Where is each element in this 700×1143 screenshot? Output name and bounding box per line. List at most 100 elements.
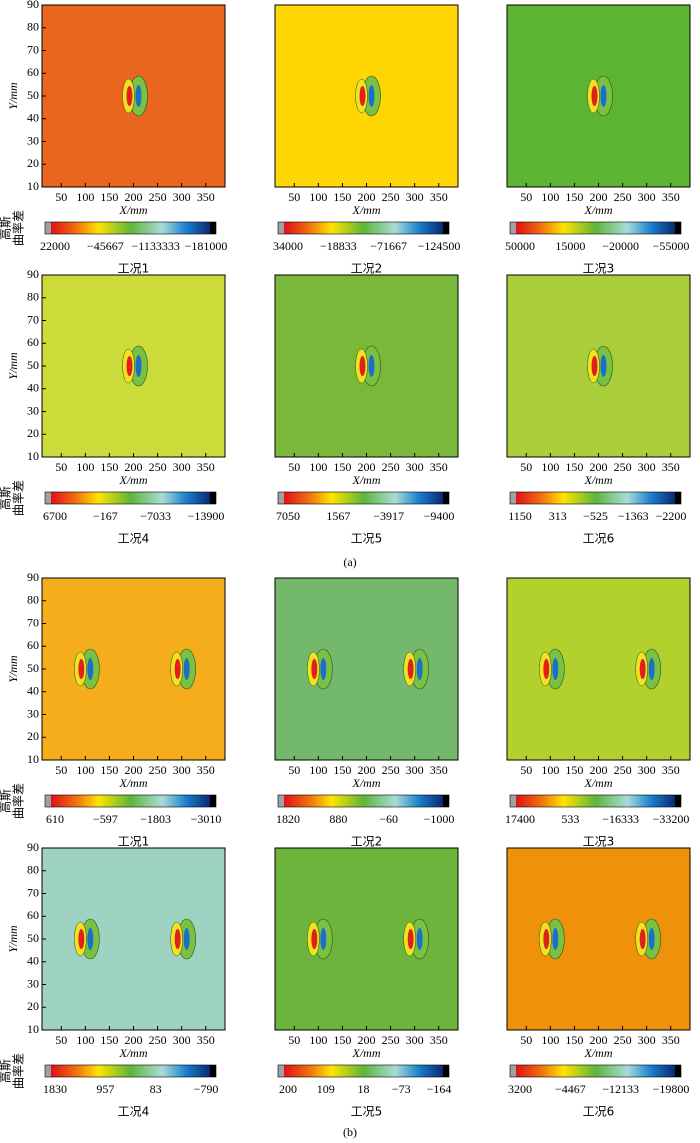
colorbar-tick-label: 1150 bbox=[508, 509, 532, 523]
x-tick-label: 350 bbox=[430, 763, 448, 777]
x-tick-label: 200 bbox=[590, 763, 608, 777]
x-tick-label: 50 bbox=[288, 460, 300, 474]
x-axis-label: X/mm bbox=[119, 1046, 148, 1060]
x-tick-label: 100 bbox=[76, 190, 94, 204]
plot-background bbox=[42, 578, 225, 760]
contour-core bbox=[359, 86, 366, 106]
colorbar-frame bbox=[277, 1064, 450, 1078]
x-tick-label: 350 bbox=[430, 460, 448, 474]
y-tick-label: 50 bbox=[27, 931, 39, 945]
colorbar-high bbox=[210, 1065, 216, 1077]
colorbar bbox=[516, 222, 675, 234]
colorbar-title: 曲率差 bbox=[11, 1053, 26, 1089]
x-axis-label: X/mm bbox=[119, 473, 148, 487]
colorbar-tick-label: 34000 bbox=[273, 239, 303, 253]
colorbar-frame bbox=[509, 491, 682, 505]
colorbar-frame bbox=[44, 491, 217, 505]
y-tick-label: 30 bbox=[27, 976, 39, 990]
colorbar bbox=[516, 492, 675, 504]
colorbar-high bbox=[443, 492, 449, 504]
caption: 工况5 bbox=[351, 532, 383, 546]
y-tick-label: 70 bbox=[27, 312, 39, 326]
x-axis-label: X/mm bbox=[584, 473, 613, 487]
x-tick-label: 350 bbox=[662, 763, 680, 777]
x-tick-label: 50 bbox=[55, 190, 67, 204]
colorbar-frame bbox=[44, 221, 217, 235]
colorbar-tick-label: 17400 bbox=[505, 812, 535, 826]
colorbar-tick-label: −124500 bbox=[418, 239, 461, 253]
colorbar-low bbox=[45, 795, 51, 807]
colorbar-tick-label: 1567 bbox=[326, 509, 350, 523]
colorbar-high bbox=[210, 795, 216, 807]
x-tick-label: 200 bbox=[125, 460, 143, 474]
x-tick-label: 50 bbox=[520, 1033, 532, 1047]
y-tick-label: 60 bbox=[27, 65, 39, 79]
x-tick-label: 300 bbox=[406, 190, 424, 204]
colorbar-tick-label: −525 bbox=[583, 509, 608, 523]
colorbar-high bbox=[443, 795, 449, 807]
contour-core bbox=[639, 659, 646, 679]
x-tick-label: 250 bbox=[149, 190, 167, 204]
y-tick-label: 20 bbox=[27, 729, 39, 743]
caption: 工况5 bbox=[351, 1105, 383, 1119]
colorbar-high bbox=[675, 222, 681, 234]
colorbar-tick-label: 7050 bbox=[276, 509, 300, 523]
y-tick-label: 40 bbox=[27, 111, 39, 125]
caption: 工况2 bbox=[351, 262, 383, 276]
x-tick-label: 300 bbox=[638, 763, 656, 777]
x-tick-label: 100 bbox=[541, 763, 559, 777]
contour-core bbox=[78, 659, 85, 679]
colorbar-tick-label: −45667 bbox=[87, 239, 124, 253]
x-tick-label: 200 bbox=[590, 460, 608, 474]
y-tick-label: 60 bbox=[27, 638, 39, 652]
y-tick-label: 10 bbox=[27, 179, 39, 193]
colorbar-low bbox=[510, 492, 516, 504]
contour-core bbox=[591, 356, 598, 376]
x-tick-label: 350 bbox=[197, 190, 215, 204]
contour-core bbox=[543, 659, 550, 679]
x-tick-label: 50 bbox=[55, 460, 67, 474]
colorbar-low bbox=[510, 1065, 516, 1077]
contour-core bbox=[552, 928, 559, 950]
x-tick-label: 150 bbox=[333, 763, 351, 777]
x-tick-label: 150 bbox=[100, 190, 118, 204]
colorbar-tick-label: 1830 bbox=[43, 1082, 67, 1096]
y-tick-label: 40 bbox=[27, 684, 39, 698]
colorbar-tick-label: 880 bbox=[329, 812, 347, 826]
x-tick-label: 250 bbox=[149, 1033, 167, 1047]
contour-core bbox=[648, 658, 655, 680]
colorbar-low bbox=[45, 1065, 51, 1077]
contour-core bbox=[87, 658, 94, 680]
contour-core bbox=[552, 658, 559, 680]
x-tick-label: 100 bbox=[76, 763, 94, 777]
y-tick-label: 60 bbox=[27, 908, 39, 922]
y-tick-label: 40 bbox=[27, 381, 39, 395]
x-tick-label: 150 bbox=[333, 1033, 351, 1047]
contour-core bbox=[639, 929, 646, 949]
colorbar-high bbox=[443, 222, 449, 234]
x-tick-label: 350 bbox=[197, 1033, 215, 1047]
colorbar-frame bbox=[509, 1064, 682, 1078]
colorbar bbox=[51, 492, 210, 504]
x-axis-label: X/mm bbox=[352, 1046, 381, 1060]
y-tick-label: 80 bbox=[27, 290, 39, 304]
subfigure-label: (b) bbox=[343, 1125, 357, 1139]
colorbar-tick-label: −597 bbox=[93, 812, 118, 826]
y-tick-label: 90 bbox=[27, 570, 39, 584]
x-tick-label: 200 bbox=[125, 763, 143, 777]
x-tick-label: 200 bbox=[358, 1033, 376, 1047]
caption: 工况4 bbox=[118, 532, 150, 546]
x-axis-label: X/mm bbox=[352, 203, 381, 217]
x-tick-label: 350 bbox=[197, 460, 215, 474]
y-tick-label: 30 bbox=[27, 133, 39, 147]
contour-core bbox=[320, 928, 327, 950]
colorbar-tick-label: −164 bbox=[427, 1082, 452, 1096]
x-tick-label: 150 bbox=[100, 763, 118, 777]
colorbar-title: 曲率差 bbox=[11, 783, 26, 819]
colorbar-tick-label: 3200 bbox=[508, 1082, 532, 1096]
caption: 工况6 bbox=[583, 1105, 615, 1119]
x-tick-label: 100 bbox=[76, 460, 94, 474]
colorbar-high bbox=[210, 222, 216, 234]
plot-background bbox=[42, 848, 225, 1030]
colorbar-tick-label: 109 bbox=[317, 1082, 335, 1096]
